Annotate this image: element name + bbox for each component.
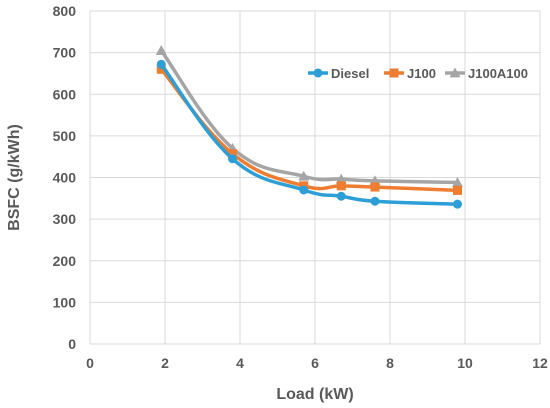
legend-label: J100	[407, 66, 436, 81]
y-tick-label: 200	[53, 253, 77, 269]
series-line-j100a100	[159, 49, 458, 185]
y-tick-label: 500	[53, 128, 77, 144]
series-line-j100	[159, 68, 458, 193]
data-point	[335, 173, 347, 184]
data-point	[298, 170, 310, 181]
series-diesel	[156, 59, 462, 209]
x-tick-label: 12	[532, 355, 548, 371]
series-j100	[156, 64, 462, 195]
data-point	[156, 59, 166, 69]
x-tick-label: 2	[161, 355, 169, 371]
y-tick-label: 600	[53, 86, 77, 102]
data-point	[453, 185, 462, 195]
data-point	[336, 181, 346, 191]
data-point	[453, 199, 462, 209]
y-tick-label: 700	[53, 45, 77, 61]
series-lines	[155, 45, 463, 209]
y-tick-label: 400	[53, 170, 77, 186]
legend: Diesel J100 J100A100	[308, 66, 528, 81]
data-point	[299, 185, 309, 195]
legend-item-j100: J100	[384, 66, 436, 81]
data-point	[336, 191, 346, 201]
series-line-diesel	[159, 63, 458, 206]
y-tick-label: 100	[53, 294, 77, 310]
x-tick-label: 6	[311, 355, 319, 371]
x-axis-title: Load (kW)	[276, 386, 353, 403]
series-j100a100	[155, 45, 463, 187]
data-point	[370, 182, 380, 192]
legend-marker	[389, 68, 399, 78]
data-point	[370, 196, 380, 206]
legend-marker	[449, 67, 461, 78]
data-point	[228, 154, 237, 164]
y-tick-label: 300	[53, 211, 77, 227]
data-point	[452, 176, 463, 187]
legend-item-diesel: Diesel	[308, 66, 369, 81]
y-tick-label: 800	[53, 3, 77, 19]
gridlines	[89, 10, 541, 345]
legend-marker	[313, 68, 323, 78]
legend-label: J100A100	[468, 66, 528, 81]
x-tick-label: 0	[86, 355, 94, 371]
data-point	[228, 149, 237, 159]
y-axis-title: BSFC (g/kWh)	[6, 124, 23, 231]
legend-item-j100a100: J100A100	[445, 66, 528, 81]
axes: 0 2 4 6 8 10 12 0 100 200 300 400 500 600 700 800	[53, 3, 548, 371]
x-tick-label: 10	[457, 355, 473, 371]
data-point	[155, 45, 167, 55]
x-tick-label: 4	[236, 355, 244, 371]
x-tick-label: 8	[386, 355, 394, 371]
legend-label: Diesel	[331, 66, 369, 81]
y-tick-label: 0	[68, 336, 76, 352]
data-point	[156, 64, 166, 74]
